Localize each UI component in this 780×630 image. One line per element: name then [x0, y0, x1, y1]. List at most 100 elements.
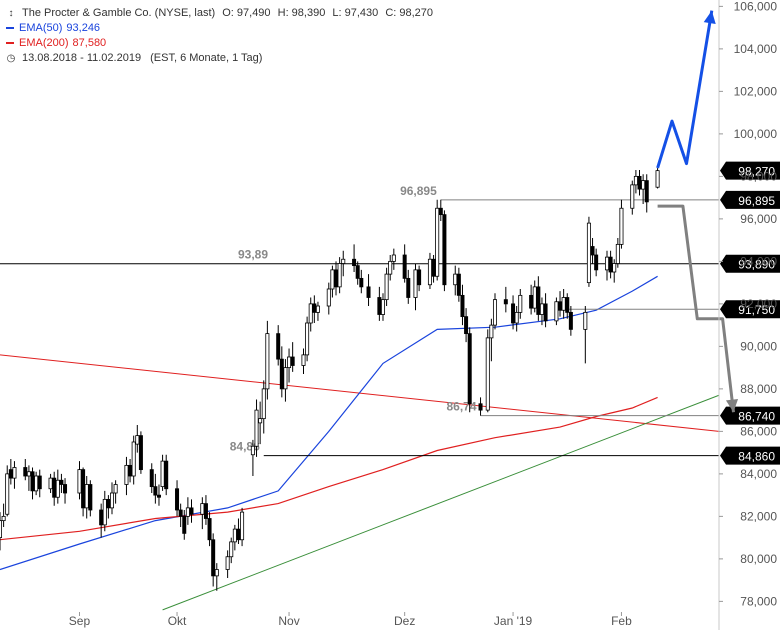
- candle-body: [539, 303, 544, 315]
- candle: [308, 297, 313, 332]
- candle-body: [265, 333, 270, 390]
- candle-body: [128, 464, 133, 477]
- candle: [164, 454, 169, 496]
- level-price-tag: 93,890: [720, 254, 780, 273]
- candle: [102, 490, 107, 532]
- candle: [612, 259, 617, 283]
- support-trend-line: [162, 394, 720, 611]
- candle-body: [240, 511, 245, 541]
- candle-body: [536, 286, 541, 315]
- candle: [240, 507, 245, 547]
- candle-body: [305, 322, 310, 356]
- candle-body: [207, 518, 212, 541]
- candle-body: [391, 254, 396, 262]
- ema50-swatch: [6, 27, 14, 30]
- candle: [283, 359, 288, 402]
- price-tick-label: 78,000: [740, 594, 777, 608]
- candle: [644, 174, 649, 213]
- legend-range-info: (EST, 6 Monate, 1 Tag): [150, 52, 263, 64]
- candle-body: [1, 515, 6, 522]
- candle: [655, 168, 660, 189]
- last-price-tag: 98,270: [720, 161, 780, 180]
- candle: [81, 467, 86, 517]
- candle-body: [460, 294, 465, 318]
- candle: [5, 465, 10, 517]
- candle-body: [77, 469, 82, 494]
- candle-body: [164, 460, 169, 490]
- candle-body: [178, 509, 183, 517]
- candle-body: [377, 297, 382, 315]
- last-price-bg: [720, 161, 780, 180]
- candle: [8, 459, 13, 485]
- candle: [431, 255, 436, 283]
- candle-body: [250, 445, 255, 456]
- candle: [185, 497, 190, 525]
- candle: [214, 563, 219, 591]
- candle-body: [337, 263, 342, 288]
- clock-icon: ◷: [6, 53, 16, 64]
- candle: [232, 524, 237, 551]
- last-price-label: 98,270: [738, 165, 775, 179]
- candle-body: [12, 467, 17, 479]
- candle-body: [608, 256, 613, 273]
- candle: [276, 325, 281, 366]
- candle: [377, 286, 382, 321]
- candle-body: [413, 269, 418, 298]
- level-tag-bg: [720, 300, 780, 319]
- candle-body: [301, 354, 306, 366]
- candle: [352, 244, 357, 272]
- candle: [279, 346, 284, 398]
- candle-body: [203, 503, 208, 519]
- candle: [48, 473, 53, 493]
- candle-body: [138, 435, 143, 471]
- candle: [503, 286, 508, 313]
- candle: [460, 284, 465, 326]
- candle-body: [315, 305, 320, 313]
- candle-body: [232, 528, 237, 543]
- candle-body: [384, 273, 389, 301]
- candle: [438, 199, 443, 221]
- candle: [156, 484, 161, 506]
- price-tick-label: 90,000: [740, 339, 777, 353]
- level-chart-label: 86,74: [447, 400, 477, 414]
- candle: [594, 248, 599, 277]
- candle: [518, 289, 523, 319]
- candle: [23, 459, 28, 481]
- candle-body: [55, 479, 60, 498]
- candle-body: [52, 477, 57, 498]
- candle: [250, 439, 255, 476]
- candle-body: [431, 258, 436, 277]
- candle-body: [131, 441, 136, 477]
- candle-body: [427, 258, 432, 286]
- candle-body: [8, 469, 13, 479]
- candle: [489, 318, 494, 362]
- candle: [1, 503, 6, 527]
- candle: [630, 180, 635, 215]
- candle-body: [81, 469, 86, 509]
- candle-body: [261, 388, 266, 420]
- candle: [236, 518, 241, 544]
- candle: [0, 512, 3, 551]
- candle: [384, 267, 389, 306]
- time-tick-label: Okt: [168, 614, 187, 628]
- price-tick-label: 86,000: [740, 424, 777, 438]
- candle: [442, 210, 447, 292]
- candle: [380, 293, 385, 321]
- candle: [287, 348, 292, 383]
- candle-body: [529, 294, 534, 309]
- candle-body: [388, 260, 393, 275]
- candle-body: [489, 324, 494, 339]
- candle-body: [229, 541, 234, 558]
- candle: [568, 306, 573, 336]
- candle-body: [211, 539, 216, 577]
- candle: [312, 295, 317, 323]
- time-axis: Sep Okt Nov Dez Jan '19 Feb: [69, 612, 632, 628]
- legend-ema200-value: 87,580: [72, 37, 107, 49]
- candle-body: [182, 515, 187, 534]
- candle-body: [641, 180, 646, 190]
- candle-body: [279, 358, 284, 390]
- price-tick-label: 94,000: [740, 254, 777, 268]
- candle-body: [456, 273, 461, 296]
- candle: [427, 252, 432, 289]
